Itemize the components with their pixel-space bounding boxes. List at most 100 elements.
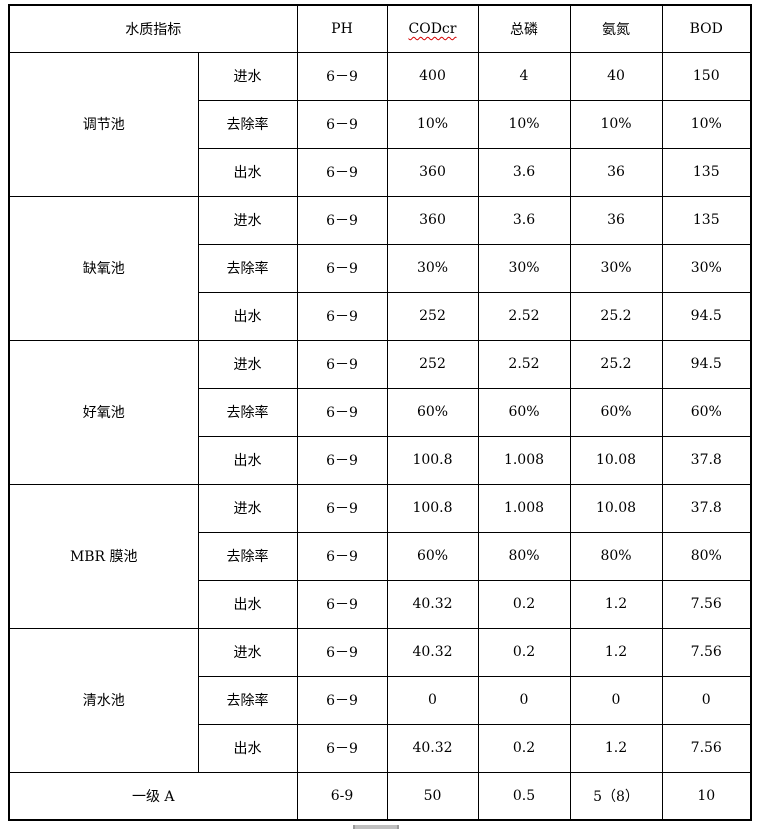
cell-nh3n: 30% [569,243,663,293]
table-row: 出水 6－9 360 3.6 36 135 [9,147,752,197]
table-row: 去除率 6－9 60% 80% 80% 80% [9,531,752,581]
header-indicator: 水质指标 [8,4,298,53]
cell-bod: 10% [661,99,752,149]
cell-bod: 7.56 [661,579,752,629]
table-row: 调节池 进水 6－9 400 4 40 150 [8,51,752,197]
row-type-cell: 出水 [197,723,298,773]
cell-ph: 6－9 [296,387,388,437]
header-bod: BOD [661,4,752,53]
row-type-cell: 进水 [197,627,298,677]
cell-tp: 2.52 [477,291,571,341]
cell-tp: 1.008 [477,483,571,533]
cell-ph: 6-9 [296,771,388,821]
cell-ph: 6－9 [296,531,388,581]
cell-ph: 6－9 [296,147,388,197]
water-quality-table: 水质指标 PH CODcr 总磷 氨氮 BOD 调节池 进水 6－9 400 4… [8,4,752,821]
table-row: 出水 6－9 100.8 1.008 10.08 37.8 [9,435,752,485]
cell-tp: 0.2 [477,627,571,677]
cell-nh3n: 1.2 [569,579,663,629]
cell-nh3n: 25.2 [569,291,663,341]
cell-bod: 135 [661,147,752,197]
cell-cod: 0 [386,675,479,725]
cell-tp: 3.6 [477,147,571,197]
cell-cod: 100.8 [386,435,479,485]
cell-tp: 2.52 [477,339,571,389]
table-row: MBR 膜池 进水 6－9 100.8 1.008 10.08 37.8 [8,483,752,629]
cell-bod: 10 [661,771,752,821]
table-row: 去除率 6－9 10% 10% 10% 10% [9,99,752,149]
cell-tp: 80% [477,531,571,581]
cell-ph: 6－9 [296,51,388,101]
pool-name-cell: 缺氧池 [8,195,199,341]
cell-nh3n: 10.08 [569,435,663,485]
pool-name-cell: 清水池 [8,627,199,773]
row-type-cell: 去除率 [197,99,298,149]
table-row: 去除率 6－9 60% 60% 60% 60% [9,387,752,437]
cell-tp: 0 [477,675,571,725]
cell-tp: 0.2 [477,723,571,773]
cell-cod: 40.32 [386,627,479,677]
cell-cod: 360 [386,147,479,197]
cell-cod: 60% [386,387,479,437]
cell-tp: 0.2 [477,579,571,629]
cell-cod: 40.32 [386,723,479,773]
cell-bod: 30% [661,243,752,293]
codcr-label: CODcr [408,20,457,37]
cell-cod: 10% [386,99,479,149]
row-type-cell: 进水 [197,483,298,533]
row-type-cell: 出水 [197,291,298,341]
cell-bod: 150 [661,51,752,101]
row-type-cell: 出水 [197,435,298,485]
cell-tp: 0.5 [477,771,571,821]
cell-tp: 60% [477,387,571,437]
table-row: 去除率 6－9 0 0 0 0 [9,675,752,725]
cell-ph: 6－9 [296,579,388,629]
cell-tp: 30% [477,243,571,293]
row-type-cell: 进水 [197,339,298,389]
cell-bod: 94.5 [661,291,752,341]
cell-nh3n: 60% [569,387,663,437]
header-codcr: CODcr [386,4,479,53]
cell-tp: 1.008 [477,435,571,485]
cell-ph: 6－9 [296,723,388,773]
table-row: 去除率 6－9 30% 30% 30% 30% [9,243,752,293]
row-type-cell: 去除率 [197,387,298,437]
row-type-cell: 出水 [197,147,298,197]
pool-name-cell: MBR 膜池 [8,483,199,629]
standard-row: 一级 A 6-9 50 0.5 5（8） 10 [8,771,752,821]
table-row: 缺氧池 进水 6－9 360 3.6 36 135 [8,195,752,341]
cell-cod: 30% [386,243,479,293]
cell-cod: 40.32 [386,579,479,629]
pool-name-cell: 调节池 [8,51,199,197]
row-type-cell: 去除率 [197,531,298,581]
standard-grade-cell: 一级 A [8,771,298,821]
table-row: 出水 6－9 40.32 0.2 1.2 7.56 [9,579,752,629]
table-row: 好氧池 进水 6－9 252 2.52 25.2 94.5 [8,339,752,485]
cell-nh3n: 1.2 [569,627,663,677]
table-row: 出水 6－9 252 2.52 25.2 94.5 [9,291,752,341]
cell-nh3n: 0 [569,675,663,725]
cell-nh3n: 40 [569,51,663,101]
row-type-cell: 进水 [197,195,298,245]
cell-ph: 6－9 [296,339,388,389]
table-row: 清水池 进水 6－9 40.32 0.2 1.2 7.56 [8,627,752,773]
row-type-cell: 去除率 [197,243,298,293]
cell-ph: 6－9 [296,435,388,485]
cell-bod: 7.56 [661,627,752,677]
cell-ph: 6－9 [296,243,388,293]
cell-nh3n: 10% [569,99,663,149]
row-type-cell: 进水 [197,51,298,101]
cell-bod: 60% [661,387,752,437]
cell-bod: 135 [661,195,752,245]
cell-nh3n: 36 [569,147,663,197]
header-row: 水质指标 PH CODcr 总磷 氨氮 BOD [8,4,752,53]
header-ammonia-nitrogen: 氨氮 [569,4,663,53]
cell-tp: 10% [477,99,571,149]
cell-ph: 6－9 [296,675,388,725]
cell-ph: 6－9 [296,195,388,245]
cell-cod: 400 [386,51,479,101]
cell-nh3n: 5（8） [569,771,663,821]
cell-nh3n: 25.2 [569,339,663,389]
cell-bod: 94.5 [661,339,752,389]
cell-ph: 6－9 [296,627,388,677]
